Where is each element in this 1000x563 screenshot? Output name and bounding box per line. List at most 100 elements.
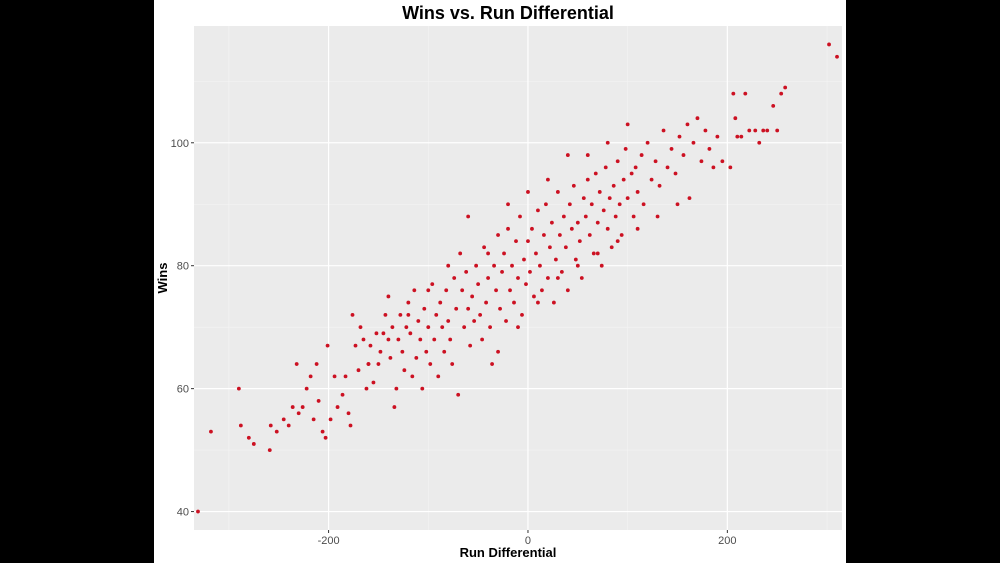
- data-point: [386, 337, 391, 342]
- data-point: [595, 220, 600, 225]
- data-point: [366, 362, 371, 366]
- x-tick-label: 0: [525, 535, 531, 547]
- data-point: [779, 91, 784, 96]
- data-point: [681, 153, 686, 157]
- data-point: [532, 294, 536, 299]
- data-point: [731, 91, 736, 96]
- data-point: [530, 226, 534, 231]
- data-point: [496, 349, 500, 354]
- data-point: [346, 411, 351, 416]
- data-point: [677, 134, 682, 139]
- data-point: [565, 288, 570, 293]
- data-point: [396, 337, 401, 342]
- data-point: [522, 257, 526, 262]
- data-point: [486, 276, 490, 280]
- data-point: [325, 343, 330, 348]
- data-point: [548, 245, 552, 250]
- data-point: [569, 226, 574, 231]
- data-point: [308, 374, 313, 379]
- data-point: [526, 239, 530, 244]
- data-point: [639, 153, 644, 157]
- data-point: [478, 312, 483, 317]
- data-point: [516, 276, 520, 280]
- data-point: [551, 300, 556, 305]
- data-point: [563, 245, 568, 250]
- data-point: [621, 177, 626, 182]
- data-point: [649, 177, 654, 182]
- data-point: [236, 386, 241, 391]
- data-point: [597, 190, 602, 194]
- data-point: [196, 509, 200, 514]
- data-point: [392, 405, 397, 409]
- y-tick-label: 80: [177, 261, 189, 273]
- data-point: [486, 251, 490, 256]
- data-point: [593, 171, 598, 176]
- data-point: [508, 288, 512, 293]
- data-point: [482, 245, 487, 250]
- data-point: [300, 405, 305, 409]
- data-point: [328, 417, 333, 422]
- data-point: [514, 239, 518, 244]
- data-point: [460, 288, 465, 293]
- data-point: [835, 54, 839, 59]
- data-point: [294, 362, 299, 366]
- data-point: [575, 263, 580, 268]
- data-point: [394, 386, 399, 391]
- data-point: [506, 202, 510, 207]
- data-point: [500, 269, 504, 274]
- data-point: [528, 269, 532, 274]
- data-point: [703, 128, 708, 133]
- data-point: [274, 429, 279, 434]
- data-point: [549, 220, 554, 225]
- data-point: [565, 153, 570, 157]
- data-point: [332, 374, 337, 379]
- data-point: [623, 147, 628, 151]
- data-point: [304, 386, 309, 391]
- data-point: [430, 282, 435, 287]
- data-point: [281, 417, 286, 422]
- data-point: [757, 140, 762, 145]
- data-point: [544, 202, 548, 207]
- data-point: [462, 325, 467, 330]
- data-point: [728, 165, 733, 170]
- data-point: [645, 140, 650, 145]
- data-point: [238, 423, 243, 428]
- data-point: [506, 226, 510, 231]
- data-point: [629, 171, 634, 176]
- data-point: [428, 362, 433, 366]
- data-point: [454, 306, 459, 311]
- data-point: [448, 337, 453, 342]
- data-point: [526, 190, 530, 194]
- data-point: [316, 399, 321, 403]
- data-point: [753, 128, 758, 133]
- data-point: [661, 128, 666, 133]
- data-point: [641, 202, 646, 207]
- data-point: [715, 134, 720, 139]
- data-point: [611, 183, 616, 188]
- data-point: [707, 147, 712, 151]
- data-point: [691, 140, 696, 145]
- data-points: [196, 42, 839, 514]
- data-point: [605, 226, 610, 231]
- data-point: [335, 405, 340, 409]
- data-point: [350, 312, 355, 317]
- data-point: [406, 312, 411, 317]
- data-point: [311, 417, 316, 422]
- data-point: [494, 288, 498, 293]
- data-point: [546, 177, 550, 182]
- data-point: [356, 368, 361, 373]
- gridlines: [194, 26, 842, 530]
- data-point: [476, 282, 481, 287]
- data-point: [601, 208, 606, 213]
- data-point: [502, 251, 506, 256]
- data-point: [383, 312, 388, 317]
- y-axis-title: Wins: [155, 263, 170, 294]
- data-point: [422, 306, 427, 311]
- data-point: [747, 128, 752, 133]
- data-point: [398, 312, 403, 317]
- data-point: [615, 159, 620, 164]
- data-point: [374, 331, 379, 336]
- data-point: [480, 337, 485, 342]
- data-point: [424, 349, 429, 354]
- data-point: [595, 251, 600, 256]
